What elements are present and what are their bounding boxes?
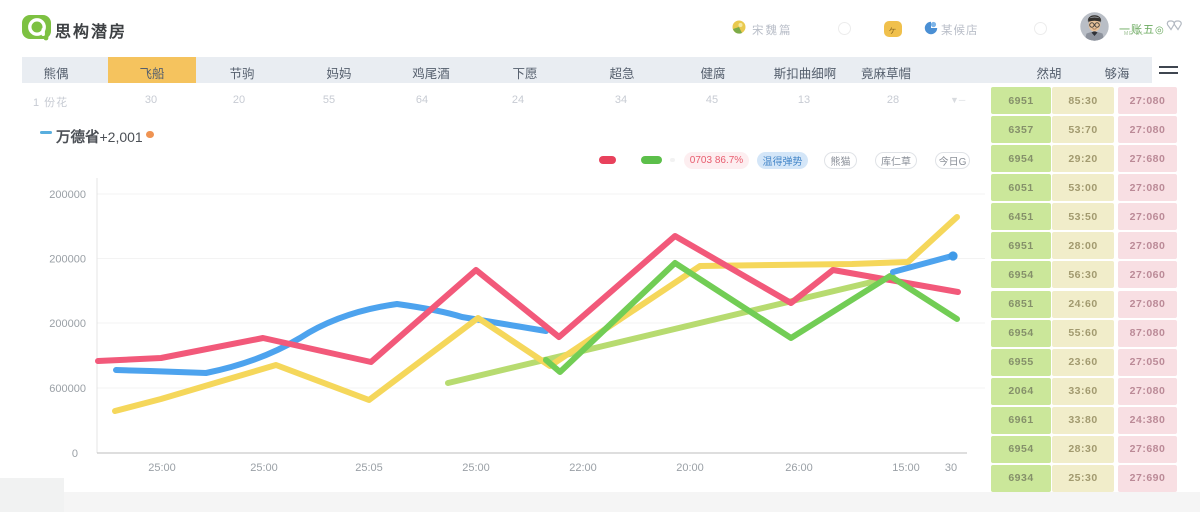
svg-text:15:00: 15:00	[892, 462, 920, 474]
svg-text:200000: 200000	[49, 189, 86, 201]
svg-text:25:00: 25:00	[148, 462, 176, 474]
svg-text:200000: 200000	[49, 254, 86, 266]
svg-text:30: 30	[945, 462, 957, 474]
svg-text:26:00: 26:00	[785, 462, 813, 474]
svg-text:25:05: 25:05	[355, 462, 383, 474]
svg-text:20:00: 20:00	[676, 462, 704, 474]
svg-text:0: 0	[72, 448, 78, 460]
svg-text:25:00: 25:00	[250, 462, 278, 474]
svg-text:22:00: 22:00	[569, 462, 597, 474]
svg-text:25:00: 25:00	[462, 462, 490, 474]
svg-text:600000: 600000	[49, 383, 86, 395]
svg-text:200000: 200000	[49, 318, 86, 330]
